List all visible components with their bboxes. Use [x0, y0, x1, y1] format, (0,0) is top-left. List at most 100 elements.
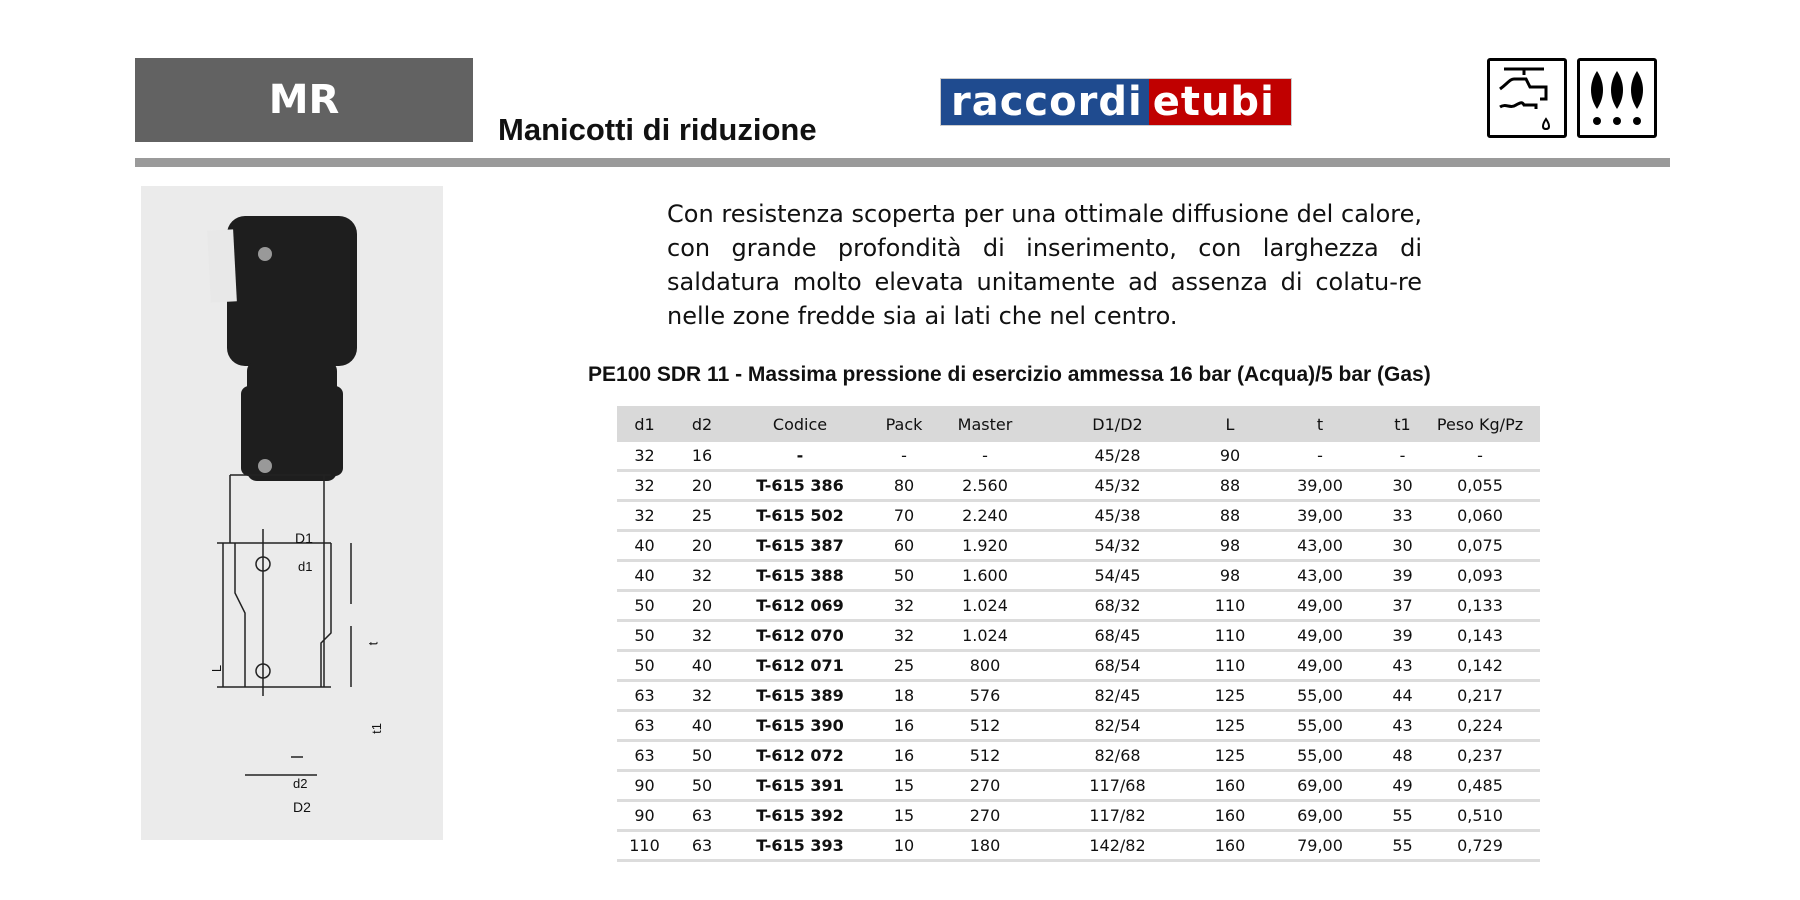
product-image-panel: D1 d1 L t t1 d2 D2	[141, 186, 443, 840]
table-cell: 32	[617, 500, 672, 532]
table-cell: T-615 390	[732, 710, 868, 742]
table-cell: 10	[868, 830, 940, 862]
table-row: 90 50 T-615 391 15 270 117/68 160 69,00 49 0,485	[617, 770, 1540, 802]
table-cell: 50	[617, 620, 672, 652]
table-cell: 44	[1385, 680, 1420, 712]
table-cell: T-615 392	[732, 800, 868, 832]
table-cell: 0,224	[1420, 710, 1540, 742]
table-cell: 15	[868, 800, 940, 832]
table-cell: T-615 389	[732, 680, 868, 712]
table-cell: 33	[1385, 500, 1420, 532]
column-header: t1	[1385, 406, 1420, 442]
table-cell: 110	[1205, 620, 1255, 652]
table-cell: T-612 072	[732, 740, 868, 772]
table-cell: 90	[617, 800, 672, 832]
table-cell: 43	[1385, 650, 1420, 682]
table-cell: 32	[617, 470, 672, 502]
table-cell: 55	[1385, 800, 1420, 832]
table-cell: T-615 386	[732, 470, 868, 502]
table-cell: 2.560	[940, 470, 1030, 502]
table-cell: 49,00	[1255, 620, 1385, 652]
table-cell: 16	[868, 710, 940, 742]
table-cell: 45/38	[1030, 500, 1205, 532]
label-d1: d1	[298, 559, 313, 574]
table-cell: 1.024	[940, 620, 1030, 652]
table-cell: 800	[940, 650, 1030, 682]
table-cell: 512	[940, 740, 1030, 772]
table-cell: 63	[672, 830, 732, 862]
table-cell: 39	[1385, 620, 1420, 652]
table-cell: 98	[1205, 560, 1255, 592]
table-cell: 88	[1205, 470, 1255, 502]
table-cell: -	[1385, 442, 1420, 472]
table-row: 63 32 T-615 389 18 576 82/45 125 55,00 44 0,217	[617, 680, 1540, 712]
table-cell: 82/54	[1030, 710, 1205, 742]
table-row: 32 25 T-615 502 70 2.240 45/38 88 39,00 33 0,060	[617, 500, 1540, 532]
table-cell: -	[1420, 442, 1540, 472]
table-cell: 40	[617, 530, 672, 562]
table-row: 32 16- - -45/28 90- - -	[617, 442, 1540, 472]
table-cell: 16	[868, 740, 940, 772]
table-cell: 98	[1205, 530, 1255, 562]
table-cell: 0,143	[1420, 620, 1540, 652]
table-cell: 15	[868, 770, 940, 802]
column-header: d1	[617, 406, 672, 442]
table-cell: 37	[1385, 590, 1420, 622]
logo-part-1: raccordi	[941, 79, 1149, 125]
table-cell: 180	[940, 830, 1030, 862]
table-cell: 50	[617, 590, 672, 622]
table-cell: 43,00	[1255, 560, 1385, 592]
table-cell: 25	[868, 650, 940, 682]
table-cell: 0,075	[1420, 530, 1540, 562]
table-cell: T-615 391	[732, 770, 868, 802]
table-cell: 39,00	[1255, 500, 1385, 532]
product-photo	[207, 216, 357, 776]
column-header: d2	[672, 406, 732, 442]
label-L: L	[209, 664, 225, 673]
column-header: L	[1205, 406, 1255, 442]
table-cell: 45/32	[1030, 470, 1205, 502]
table-cell: 32	[672, 680, 732, 712]
table-cell: 117/82	[1030, 800, 1205, 832]
table-cell: 117/68	[1030, 770, 1205, 802]
table-cell: 48	[1385, 740, 1420, 772]
table-cell: 0,510	[1420, 800, 1540, 832]
table-cell: 20	[672, 530, 732, 562]
table-cell: 125	[1205, 740, 1255, 772]
product-code: MR	[268, 77, 340, 123]
table-cell: 55,00	[1255, 680, 1385, 712]
table-cell: 0,055	[1420, 470, 1540, 502]
product-description: Con resistenza scoperta per una ottimale…	[667, 200, 1422, 330]
table-cell: 1.920	[940, 530, 1030, 562]
table-cell: 49,00	[1255, 650, 1385, 682]
table-cell: 49,00	[1255, 590, 1385, 622]
table-cell: 39	[1385, 560, 1420, 592]
table-cell: 40	[672, 710, 732, 742]
table-cell: 45/28	[1030, 442, 1205, 472]
table-cell: 576	[940, 680, 1030, 712]
table-cell: 0,485	[1420, 770, 1540, 802]
table-cell: 125	[1205, 680, 1255, 712]
table-cell: 43,00	[1255, 530, 1385, 562]
table-cell: 32	[672, 620, 732, 652]
table-cell: 55	[1385, 830, 1420, 862]
table-cell: -	[1255, 442, 1385, 472]
table-cell: 32	[672, 560, 732, 592]
table-cell: 110	[617, 830, 672, 862]
logo-part-2: etubi	[1148, 79, 1291, 125]
table-row: 63 50 T-612 072 16 512 82/68 125 55,00 48 0,237	[617, 740, 1540, 772]
table-cell: 68/54	[1030, 650, 1205, 682]
table-cell: 40	[672, 650, 732, 682]
table-cell: T-615 393	[732, 830, 868, 862]
header-divider	[135, 158, 1670, 167]
table-cell: 50	[672, 740, 732, 772]
table-cell: -	[940, 442, 1030, 472]
table-cell: T-615 388	[732, 560, 868, 592]
table-cell: 50	[617, 650, 672, 682]
table-row: 50 20 T-612 069 32 1.024 68/32 110 49,00 37 0,133	[617, 590, 1540, 622]
table-cell: T-612 070	[732, 620, 868, 652]
column-header: Master	[940, 406, 1030, 442]
gas-flames-icon	[1577, 58, 1657, 138]
table-cell: 142/82	[1030, 830, 1205, 862]
table-cell: 30	[1385, 530, 1420, 562]
